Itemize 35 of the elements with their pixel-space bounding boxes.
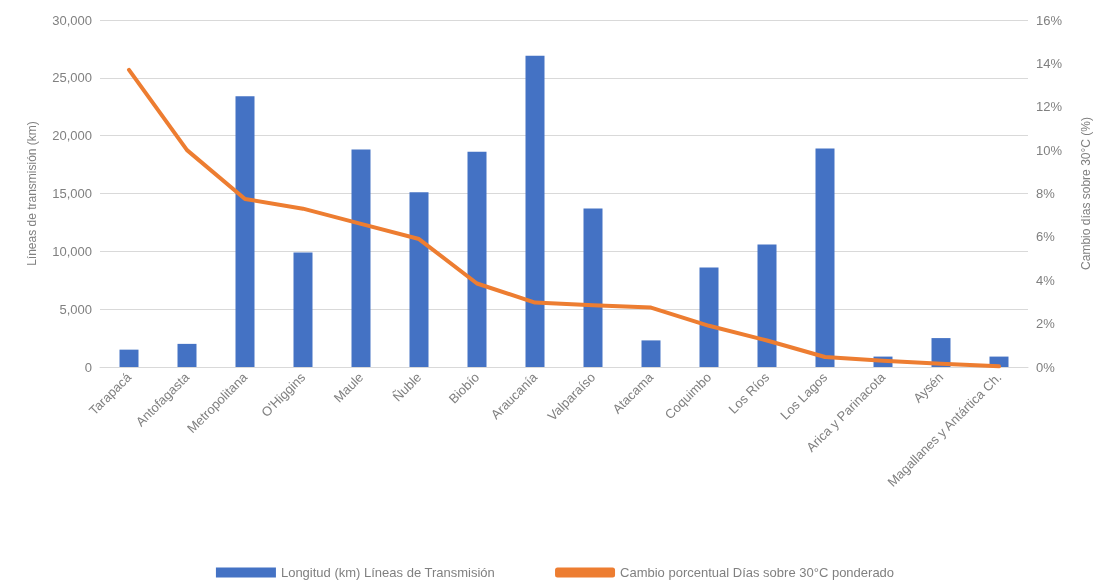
y-tick-label: 20,000: [52, 128, 92, 144]
y-axis-title: Líneas de transmisión (km): [25, 121, 39, 266]
bar: [467, 151, 487, 367]
y2-tick-label: 0%: [1036, 359, 1056, 375]
y2-tick-label: 14%: [1036, 55, 1063, 71]
y2-tick-label: 4%: [1036, 272, 1056, 288]
bar: [235, 96, 255, 367]
y-tick-label: 25,000: [52, 70, 92, 86]
y2-tick-label: 16%: [1036, 12, 1063, 28]
bar: [641, 340, 661, 367]
y-tick-label: 15,000: [52, 186, 92, 201]
y-tick-label: 10,000: [52, 243, 92, 259]
y2-tick-label: 8%: [1036, 186, 1056, 201]
y2-tick-label: 10%: [1036, 142, 1063, 158]
bar: [815, 148, 835, 367]
bar: [699, 267, 719, 367]
bar: [177, 343, 197, 367]
y-tick-label: 30,000: [52, 12, 92, 28]
legend-label: Longitud (km) Líneas de Transmisión: [280, 565, 495, 580]
y2-tick-label: 6%: [1036, 229, 1056, 245]
bar: [409, 192, 429, 367]
y-tick-label: 5,000: [59, 301, 92, 317]
y2-axis-title: Cambio días sobre 30°C (%): [1079, 117, 1093, 270]
y-tick-label: 0: [84, 359, 92, 375]
bar: [293, 252, 313, 367]
bar: [583, 208, 603, 367]
line-series: [127, 67, 1001, 369]
y2-tick-label: 12%: [1036, 99, 1063, 115]
bar: [351, 149, 371, 367]
bar: [757, 244, 777, 367]
bar: [119, 349, 139, 367]
bar: [525, 55, 545, 367]
y2-tick-label: 2%: [1036, 316, 1056, 332]
legend-label: Cambio porcentual Días sobre 30°C ponderado: [620, 565, 895, 580]
x-tick-label: Los Ríos: [725, 369, 773, 417]
